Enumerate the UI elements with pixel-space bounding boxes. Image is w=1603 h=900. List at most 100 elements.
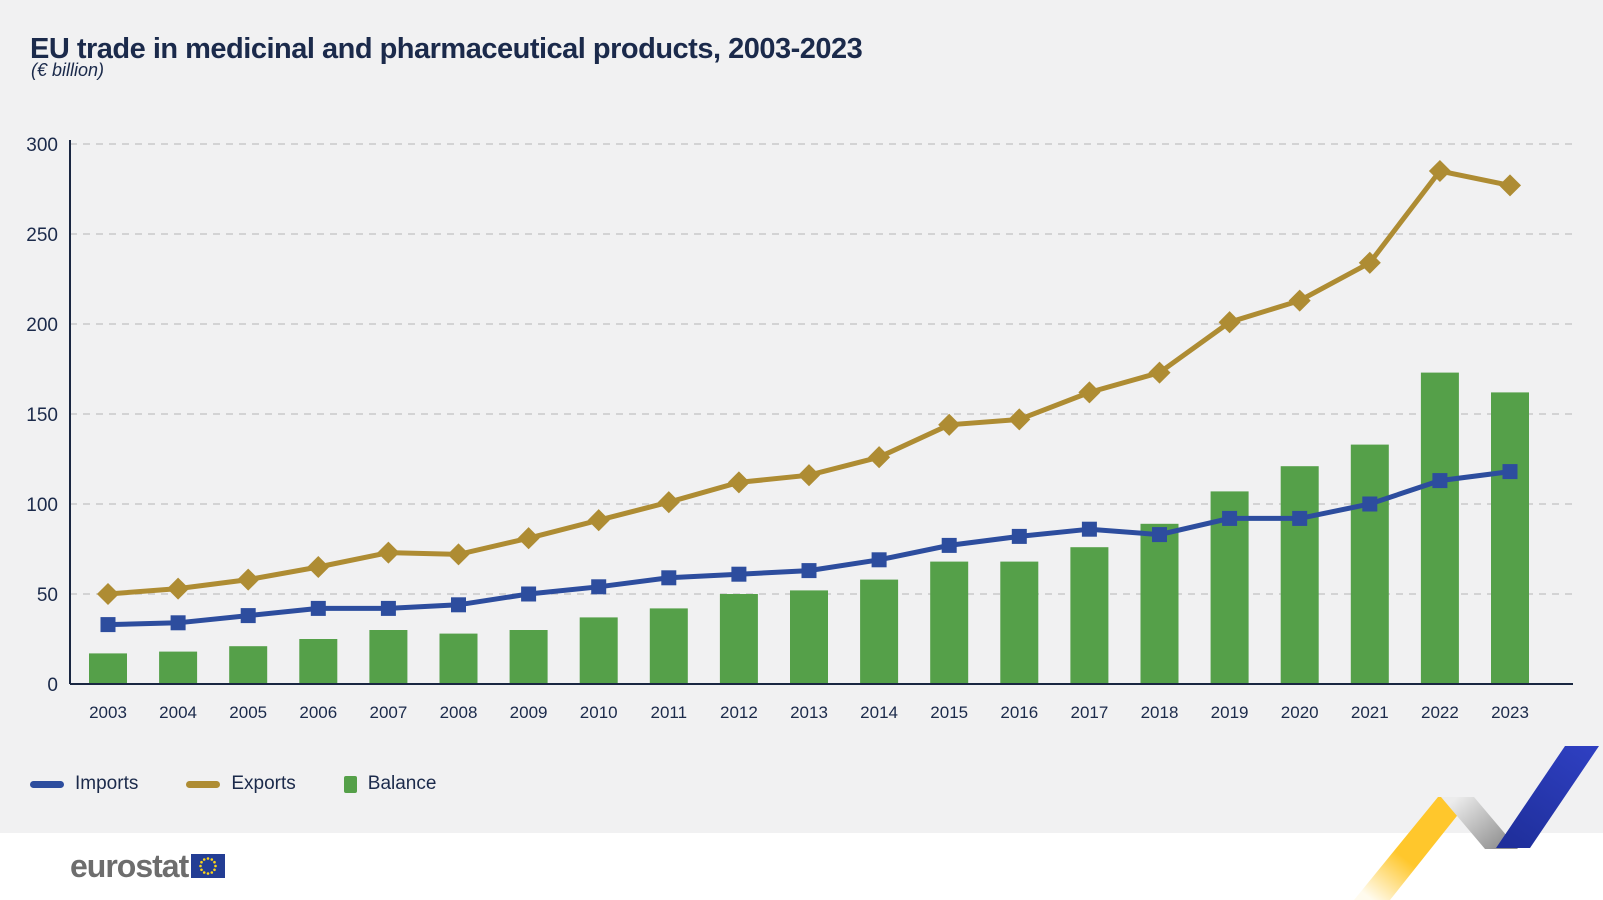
eurostat-logo: eurostat xyxy=(70,848,226,884)
legend-label-imports: Imports xyxy=(75,773,139,794)
exports-marker-2008 xyxy=(447,543,470,566)
exports-marker-2004 xyxy=(167,577,190,600)
balance-bar-2008 xyxy=(439,633,478,684)
exports-marker-2009 xyxy=(517,527,540,550)
x-tick-label-2005: 2005 xyxy=(229,703,267,722)
balance-bar-2012 xyxy=(719,594,758,684)
balance-bar-2011 xyxy=(649,608,688,684)
x-tick-label-2016: 2016 xyxy=(1000,703,1038,722)
x-tick-label-2009: 2009 xyxy=(510,703,548,722)
imports-marker-2011 xyxy=(661,570,677,586)
exports-marker-2007 xyxy=(377,541,400,564)
exports-marker-2013 xyxy=(797,464,821,487)
eu-flag-icon xyxy=(191,854,226,878)
balance-bar-2022 xyxy=(1420,372,1459,684)
x-tick-label-2021: 2021 xyxy=(1351,703,1389,722)
imports-marker-2015 xyxy=(941,537,957,553)
x-tick-label-2007: 2007 xyxy=(369,703,407,722)
x-tick-label-2004: 2004 xyxy=(159,703,197,722)
balance-bar-2006 xyxy=(299,639,338,684)
y-tick-label-0: 0 xyxy=(47,675,58,696)
x-tick-label-2018: 2018 xyxy=(1141,703,1179,722)
x-tick-label-2015: 2015 xyxy=(930,703,968,722)
exports-line-swatch xyxy=(186,780,221,788)
x-tick-label-2010: 2010 xyxy=(580,703,618,722)
legend-item-imports: Imports xyxy=(30,773,138,795)
balance-bar-2014 xyxy=(860,579,899,684)
x-tick-label-2023: 2023 xyxy=(1491,703,1529,722)
imports-line-swatch xyxy=(30,780,64,788)
imports-marker-2004 xyxy=(170,615,186,631)
exports-marker-2006 xyxy=(307,555,330,579)
x-tick-label-2008: 2008 xyxy=(440,703,478,722)
balance-bar-2009 xyxy=(509,630,548,684)
imports-marker-2013 xyxy=(801,563,817,579)
imports-marker-2012 xyxy=(731,566,747,582)
exports-marker-2011 xyxy=(657,491,680,514)
balance-bar-swatch xyxy=(343,775,357,793)
legend-item-exports: Exports xyxy=(186,773,296,795)
balance-bar-2018 xyxy=(1140,523,1179,684)
x-tick-label-2014: 2014 xyxy=(860,703,898,722)
imports-marker-2010 xyxy=(591,579,607,595)
balance-bar-2004 xyxy=(159,651,198,684)
imports-marker-2016 xyxy=(1011,528,1027,544)
balance-bar-2013 xyxy=(790,590,828,684)
balance-bar-2021 xyxy=(1350,444,1389,684)
page-title: EU trade in medicinal and pharmaceutical… xyxy=(30,33,863,66)
x-tick-label-2003: 2003 xyxy=(89,703,127,722)
x-tick-label-2006: 2006 xyxy=(299,703,337,722)
y-tick-label-250: 250 xyxy=(26,225,58,246)
balance-bar-2020 xyxy=(1280,466,1319,684)
x-tick-label-2022: 2022 xyxy=(1421,703,1459,722)
y-tick-label-50: 50 xyxy=(37,585,58,606)
exports-marker-2022 xyxy=(1428,159,1451,183)
imports-marker-2005 xyxy=(240,608,256,624)
exports-marker-2017 xyxy=(1078,381,1101,404)
x-tick-label-2019: 2019 xyxy=(1211,703,1249,722)
exports-marker-2018 xyxy=(1148,361,1171,384)
exports-marker-2005 xyxy=(237,568,260,591)
x-tick-label-2017: 2017 xyxy=(1070,703,1108,722)
x-tick-label-2020: 2020 xyxy=(1281,703,1319,722)
y-tick-label-300: 300 xyxy=(26,135,58,156)
balance-bar-2015 xyxy=(930,561,969,684)
imports-marker-2006 xyxy=(310,600,326,616)
imports-marker-2008 xyxy=(451,597,466,613)
imports-marker-2014 xyxy=(871,552,887,568)
exports-marker-2015 xyxy=(938,413,961,436)
imports-marker-2017 xyxy=(1081,521,1097,537)
y-tick-label-150: 150 xyxy=(26,405,58,426)
x-tick-label-2011: 2011 xyxy=(651,703,688,722)
exports-marker-2020 xyxy=(1288,289,1311,312)
balance-bar-2007 xyxy=(369,630,408,684)
x-tick-label-2012: 2012 xyxy=(720,703,758,722)
imports-marker-2019 xyxy=(1222,510,1238,526)
legend: Imports Exports Balance xyxy=(30,768,484,800)
imports-marker-2022 xyxy=(1432,473,1448,489)
exports-marker-2012 xyxy=(727,471,750,494)
x-tick-label-2013: 2013 xyxy=(790,703,828,722)
y-tick-label-200: 200 xyxy=(26,315,58,336)
imports-marker-2003 xyxy=(100,617,116,633)
balance-bar-2016 xyxy=(1000,561,1039,684)
balance-bar-2003 xyxy=(89,653,127,684)
imports-marker-2020 xyxy=(1292,510,1308,526)
balance-bar-2005 xyxy=(229,646,268,684)
imports-marker-2009 xyxy=(521,586,537,602)
chart-background xyxy=(0,0,1603,833)
balance-bar-2023 xyxy=(1491,392,1529,684)
exports-marker-2014 xyxy=(868,446,891,469)
balance-bar-2010 xyxy=(579,617,618,684)
y-tick-label-100: 100 xyxy=(26,495,58,516)
exports-marker-2003 xyxy=(96,582,120,606)
trade-chart: 0 50 100 150 200 250 300 2003 2004 2005 2006 2007 20… xyxy=(26,135,1573,722)
legend-item-balance: Balance xyxy=(343,773,436,795)
imports-marker-2018 xyxy=(1152,527,1167,543)
imports-marker-2021 xyxy=(1362,496,1378,512)
legend-label-exports: Exports xyxy=(231,773,296,794)
imports-marker-2007 xyxy=(380,600,396,616)
page-subtitle: (€ billion) xyxy=(31,60,105,80)
imports-marker-2023 xyxy=(1502,464,1518,480)
